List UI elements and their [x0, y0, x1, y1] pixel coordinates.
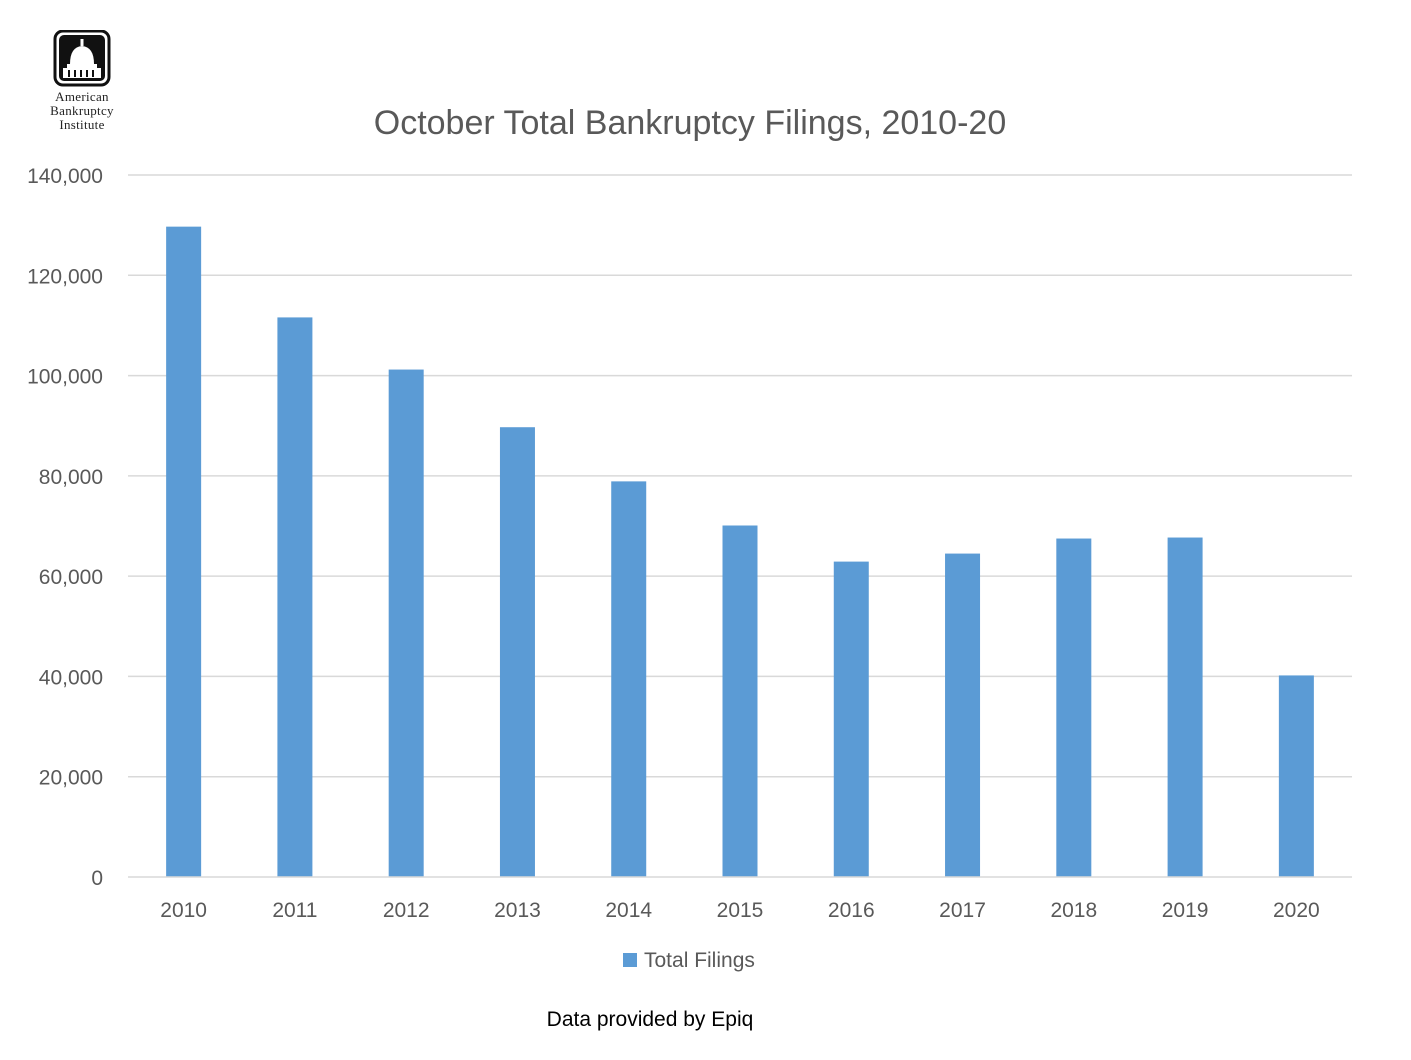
y-tick-label: 20,000 [39, 767, 103, 790]
logo-line-1: American [55, 89, 109, 104]
bar-2016 [833, 561, 869, 877]
y-tick-label: 140,000 [27, 165, 103, 188]
bar-2010 [166, 226, 202, 877]
y-axis-ticks: 0 20,000 40,000 60,000 80,000 100,000 120,000 1… [27, 165, 103, 890]
y-tick-label: 80,000 [39, 466, 103, 489]
y-tick-label: 0 [91, 867, 103, 890]
y-tick-label: 100,000 [27, 366, 103, 389]
bar-2018 [1056, 538, 1092, 877]
logo-line-3: Institute [59, 117, 105, 132]
x-tick-label: 2018 [1050, 899, 1097, 922]
capitol-dome-icon [53, 29, 111, 87]
legend-label: Total Filings [644, 949, 755, 972]
bar-2015 [722, 525, 758, 877]
x-tick-label: 2017 [939, 899, 986, 922]
x-tick-label: 2012 [383, 899, 430, 922]
x-tick-label: 2011 [272, 899, 317, 922]
bar-2011 [277, 317, 313, 877]
y-tick-label: 60,000 [39, 566, 103, 589]
bar-2012 [388, 369, 424, 877]
x-tick-label: 2015 [717, 899, 764, 922]
bar-2014 [611, 481, 647, 877]
chart-title: October Total Bankruptcy Filings, 2010-2… [374, 104, 1007, 142]
abi-logo: American Bankruptcy Institute [30, 29, 134, 140]
bar-2020 [1278, 675, 1314, 877]
y-tick-label: 40,000 [39, 666, 103, 689]
logo-line-2: Bankruptcy [50, 103, 114, 118]
x-tick-label: 2020 [1273, 899, 1320, 922]
legend-swatch [623, 953, 637, 967]
bars [166, 226, 1314, 877]
x-tick-label: 2019 [1162, 899, 1209, 922]
bar-2013 [499, 427, 535, 877]
bar-chart: October Total Bankruptcy Filings, 2010-2… [27, 104, 1352, 972]
y-tick-label: 120,000 [27, 265, 103, 288]
x-axis-ticks: 2010 2011 2012 2013 2014 2015 2016 2017 2018 2019… [160, 899, 1319, 922]
x-tick-label: 2014 [605, 899, 652, 922]
x-tick-label: 2013 [494, 899, 541, 922]
source-note: Data provided by Epiq [546, 1008, 754, 1031]
x-tick-label: 2016 [828, 899, 875, 922]
legend: Total Filings [623, 949, 755, 972]
bar-2019 [1167, 537, 1203, 877]
bar-2017 [945, 553, 981, 877]
x-tick-label: 2010 [160, 899, 207, 922]
